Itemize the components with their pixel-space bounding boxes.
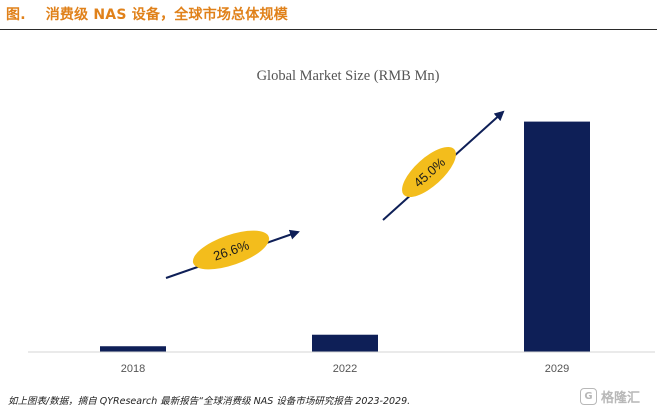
- x-tick-label-2029: 2029: [545, 363, 569, 375]
- watermark-text: 格隆汇: [601, 391, 641, 406]
- x-tick-labels: 2018 2022 2029: [121, 363, 569, 375]
- x-tick-label-2018: 2018: [121, 363, 145, 375]
- bars-layer: [100, 121, 590, 352]
- bar-chart: Global Market Size (RMB Mn) 2018 2022 2029…: [28, 68, 655, 375]
- bar-2022: [312, 334, 378, 352]
- source-footnote: 如上图表/数据，摘自 QYResearch 最新报告“全球消费级 NAS 设备市…: [8, 396, 411, 407]
- figure-title: 图. 消费级 NAS 设备，全球市场总体规模: [6, 4, 288, 24]
- watermark-logo-icon: G: [580, 388, 597, 405]
- bar-2018: [100, 346, 166, 352]
- chart-title: Global Market Size (RMB Mn): [257, 68, 440, 84]
- top-divider: [0, 29, 657, 30]
- x-tick-label-2022: 2022: [333, 363, 357, 375]
- growth-annotations: 26.6%45.0%: [165, 110, 505, 279]
- figure-title-text: 消费级 NAS 设备，全球市场总体规模: [45, 7, 288, 23]
- figure-prefix: 图.: [6, 7, 26, 23]
- watermark: G 格隆汇: [580, 387, 640, 406]
- cagr-ellipse-1: [192, 230, 270, 270]
- bar-2029: [524, 121, 590, 352]
- cagr-ellipse-2: [402, 146, 456, 198]
